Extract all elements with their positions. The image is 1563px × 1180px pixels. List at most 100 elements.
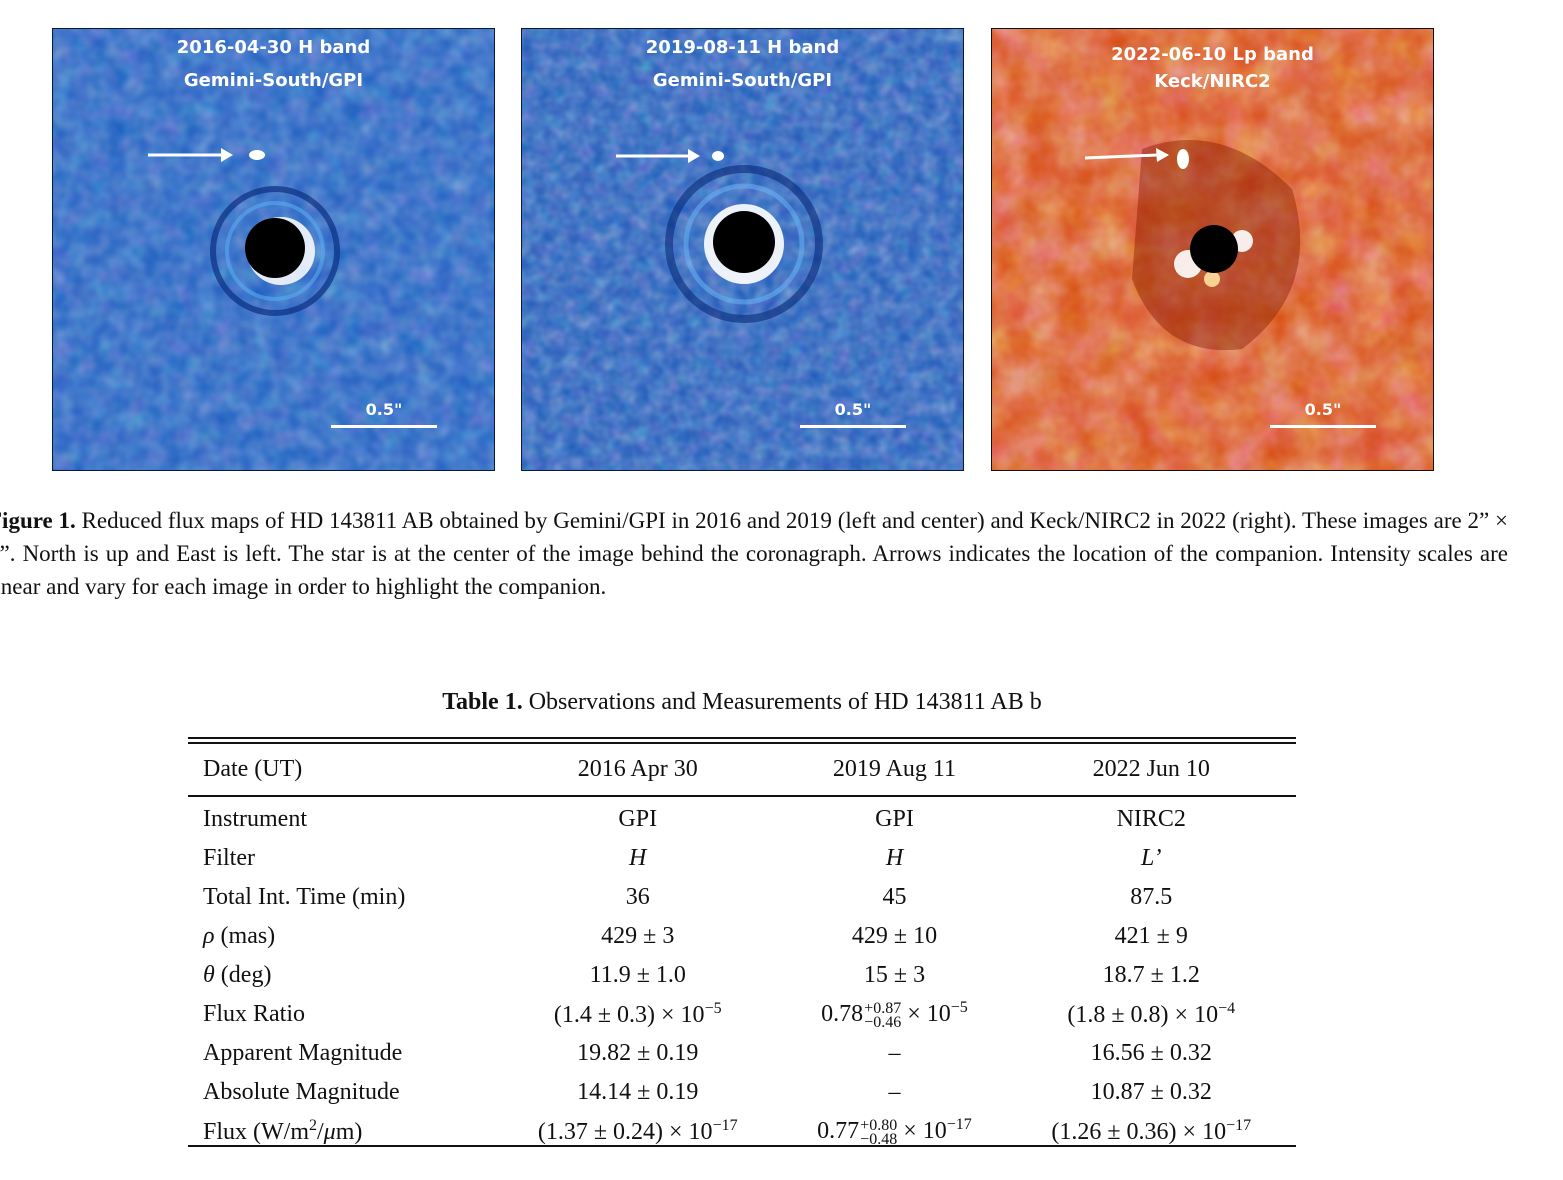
table-cell: (1.4 ± 0.3) × 10−5: [493, 995, 782, 1034]
table-row-flux-ratio: Flux Ratio (1.4 ± 0.3) × 10−5 0.78 +0.87−…: [188, 995, 1296, 1034]
scale-bar: [800, 425, 906, 428]
value-base: (1.37 ± 0.24) × 10: [537, 1119, 713, 1145]
table-cell: H: [885, 845, 904, 871]
header-rule: [188, 795, 1296, 797]
table-cell: (1.37 ± 0.24) × 10−17: [493, 1112, 782, 1151]
observations-table: Date (UT) 2016 Apr 30 2019 Aug 11 2022 J…: [188, 748, 1296, 1151]
flux-map-2019: 2019-08-11 H band Gemini-South/GPI 0.5": [521, 28, 964, 471]
scale-bar-label: 0.5": [365, 400, 403, 419]
exponent: −5: [704, 1000, 722, 1017]
table-row-absolute-magnitude: Absolute Magnitude 14.14 ± 0.19 – 10.87 …: [188, 1073, 1296, 1112]
row-label: Apparent Magnitude: [203, 1040, 403, 1066]
companion-spot: [249, 150, 265, 160]
flux-map-image: [992, 29, 1433, 470]
table-row-filter: Filter H H L’: [188, 839, 1296, 878]
asym-error: +0.80 −0.48: [860, 1116, 898, 1147]
table-cell: (1.8 ± 0.8) × 10−4: [1007, 995, 1296, 1034]
error-lower: −0.46: [864, 1013, 902, 1031]
table-cell: GPI: [875, 806, 914, 832]
figure-label: Figure 1.: [0, 508, 76, 533]
table-row-rho: ρ (mas) 429 ± 3 429 ± 10 421 ± 9: [188, 917, 1296, 956]
row-label: Total Int. Time (min): [203, 884, 406, 910]
header-label: Date (UT): [203, 755, 303, 782]
error-upper: +0.87: [864, 999, 902, 1017]
companion-spot: [1177, 149, 1189, 169]
table-cell: 45: [882, 884, 907, 910]
row-label: Filter: [203, 845, 255, 871]
table-cell: (1.26 ± 0.36) × 10−17: [1007, 1112, 1296, 1151]
exponent: −17: [946, 1116, 972, 1134]
header-date: 2022 Jun 10: [1092, 755, 1210, 782]
table-cell: 87.5: [1130, 884, 1173, 910]
table-label: Table 1.: [442, 689, 523, 715]
value-base: (1.8 ± 0.8) × 10: [1067, 1002, 1219, 1028]
row-label: Flux (W/m2/μm): [188, 1112, 493, 1151]
row-label: Instrument: [203, 806, 307, 832]
table-header-row: Date (UT) 2016 Apr 30 2019 Aug 11 2022 J…: [188, 748, 1296, 796]
caption-text: Reduced flux maps of HD 143811 AB obtain…: [0, 508, 1508, 599]
table-cell: GPI: [618, 806, 658, 832]
scale-bar-label: 0.5": [1304, 400, 1342, 419]
table-cell: 11.9 ± 1.0: [589, 962, 686, 988]
exponent: −17: [712, 1117, 738, 1134]
table-cell: 0.78 +0.87 −0.46 × 10−5: [782, 995, 1006, 1034]
panel-date-label: 2019-08-11 H band: [645, 37, 840, 58]
table-cell: 18.7 ± 1.2: [1102, 962, 1200, 988]
companion-spot: [712, 151, 724, 161]
flux-map-image: [53, 29, 494, 470]
arrow-icon: [688, 149, 700, 163]
table-cell: 429 ± 3: [601, 923, 675, 949]
table-cell: L’: [1141, 845, 1162, 871]
panel-instrument-label: Gemini-South/GPI: [652, 70, 833, 91]
table-row-theta: θ (deg) 11.9 ± 1.0 15 ± 3 18.7 ± 1.2: [188, 956, 1296, 995]
flux-label-end: m): [335, 1119, 363, 1145]
value-base: 0.78: [821, 1001, 864, 1028]
panel-date-label: 2016-04-30 H band: [176, 37, 371, 58]
top-rule: [188, 737, 1296, 739]
theta-symbol: θ: [203, 962, 215, 988]
table-row-instrument: Instrument GPI GPI NIRC2: [188, 800, 1296, 839]
table-cell: 0.77 +0.80 −0.48 × 10−17: [782, 1112, 1006, 1151]
bottom-rule: [188, 1145, 1296, 1147]
error-upper: +0.80: [860, 1116, 898, 1134]
table-cell: 429 ± 10: [851, 923, 938, 949]
arrow-icon: [1156, 148, 1169, 162]
flux-label-slash: /: [317, 1119, 324, 1145]
arrow-icon: [221, 148, 233, 162]
theta-unit: (deg): [220, 962, 272, 988]
flux-label-square: 2: [309, 1117, 317, 1134]
scale-bar: [1270, 425, 1376, 428]
scale-bar: [331, 425, 437, 428]
flux-map-2016: 2016-04-30 H band Gemini-South/GPI 0.5": [52, 28, 495, 471]
row-label: ρ (mas): [188, 917, 493, 956]
table-cell: 15 ± 3: [863, 962, 926, 988]
flux-map-2022: 2022-06-10 Lp band Keck/NIRC2 0.5": [991, 28, 1434, 471]
table-cell: 10.87 ± 0.32: [1090, 1079, 1212, 1105]
table-row-flux: Flux (W/m2/μm) (1.37 ± 0.24) × 10−17 0.7…: [188, 1112, 1296, 1151]
value-times: × 10: [903, 1118, 947, 1145]
table-cell: 16.56 ± 0.32: [1090, 1040, 1212, 1066]
exponent: −5: [950, 999, 968, 1017]
flux-label-part: Flux (W/m: [203, 1119, 309, 1145]
exponent: −17: [1226, 1117, 1252, 1134]
table-cell: 36: [625, 884, 650, 910]
table-cell: –: [888, 1040, 901, 1066]
value-base: (1.4 ± 0.3) × 10: [553, 1002, 705, 1028]
table-cell: 19.82 ± 0.19: [577, 1040, 699, 1066]
row-label: Absolute Magnitude: [203, 1079, 400, 1105]
flux-map-image: [522, 29, 963, 470]
row-label: θ (deg): [188, 956, 493, 995]
panel-instrument-label: Gemini-South/GPI: [183, 70, 364, 91]
value-base: (1.26 ± 0.36) × 10: [1051, 1119, 1227, 1145]
value-base: 0.77: [817, 1118, 860, 1145]
rho-unit: (mas): [220, 923, 276, 949]
header-date: 2019 Aug 11: [832, 755, 957, 782]
table-row-apparent-magnitude: Apparent Magnitude 19.82 ± 0.19 – 16.56 …: [188, 1034, 1296, 1073]
asym-error: +0.87 −0.46: [864, 999, 902, 1031]
rho-symbol: ρ: [203, 923, 215, 949]
top-rule-second: [188, 742, 1296, 744]
table-cell: –: [888, 1079, 901, 1105]
header-date: 2016 Apr 30: [577, 755, 698, 782]
flux-label-mu: μ: [323, 1119, 336, 1145]
row-label: Flux Ratio: [203, 1001, 306, 1027]
